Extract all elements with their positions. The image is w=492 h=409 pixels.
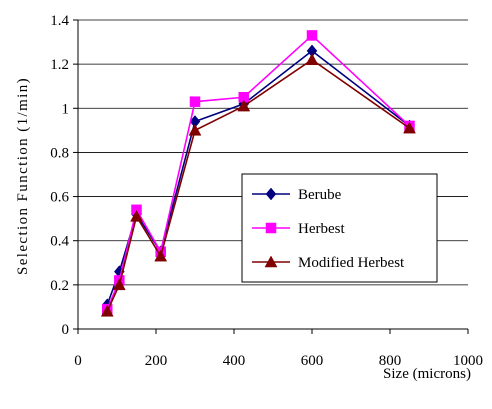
x-tick-label-5: 1000	[453, 353, 483, 369]
data-point-modified-herbest-4	[188, 123, 202, 136]
x-tick-label-1: 200	[145, 353, 168, 369]
series-layer	[100, 30, 416, 317]
legend-label-berube: Berube	[298, 187, 342, 203]
legend-marker-modified-herbest	[264, 255, 278, 268]
legend: Berube Herbest Modified Herbest	[241, 173, 438, 283]
data-point-modified-herbest-1	[112, 278, 126, 291]
legend-item-herbest: Herbest	[252, 221, 345, 237]
y-tick-label-7: 1.4	[50, 13, 69, 29]
y-tick-label-2: 0.4	[50, 234, 69, 250]
x-tick-label-0: 0	[74, 353, 82, 369]
legend-marker-berube	[265, 187, 277, 201]
legend-label-modified-herbest: Modified Herbest	[298, 255, 405, 271]
y-tick-label-4: 0.8	[50, 145, 69, 161]
x-tick-label-4: 800	[379, 353, 402, 369]
series-line-berube	[106, 49, 410, 305]
data-point-modified-herbest-5	[237, 99, 251, 112]
legend-item-modified-herbest: Modified Herbest	[252, 255, 405, 271]
x-tick-label-2: 400	[223, 353, 246, 369]
data-point-herbest-6	[306, 30, 318, 41]
y-tick-label-5: 1	[62, 101, 70, 117]
data-point-modified-herbest-3	[154, 249, 168, 262]
series-line-modified-herbest	[106, 58, 410, 312]
legend-label-herbest: Herbest	[298, 221, 345, 237]
ticks: 0 0.2 0.4 0.6 0.8 1 1.2 1.4 0 200 400 600 800 1000	[50, 13, 483, 369]
data-point-modified-herbest-2	[130, 209, 143, 222]
y-axis-label: Selection Function (1/min)	[15, 77, 31, 275]
x-axis-label: Size (microns)	[383, 366, 471, 382]
series-line-herbest	[106, 34, 411, 310]
axes	[77, 20, 468, 330]
legend-marker-herbest	[265, 222, 277, 234]
y-tick-label-1: 0.2	[50, 278, 69, 294]
data-point-modified-herbest-6	[305, 53, 319, 65]
series-modified-herbest	[100, 53, 416, 317]
data-point-modified-herbest-7	[403, 121, 416, 134]
y-tick-label-3: 0.6	[50, 190, 69, 206]
data-point-modified-herbest-0	[100, 304, 114, 317]
legend-item-berube: Berube	[252, 187, 342, 203]
y-tick-label-6: 1.2	[50, 57, 69, 73]
y-tick-label-0: 0	[62, 322, 70, 338]
data-point-herbest-4	[189, 96, 201, 107]
x-tick-label-3: 600	[301, 353, 324, 369]
